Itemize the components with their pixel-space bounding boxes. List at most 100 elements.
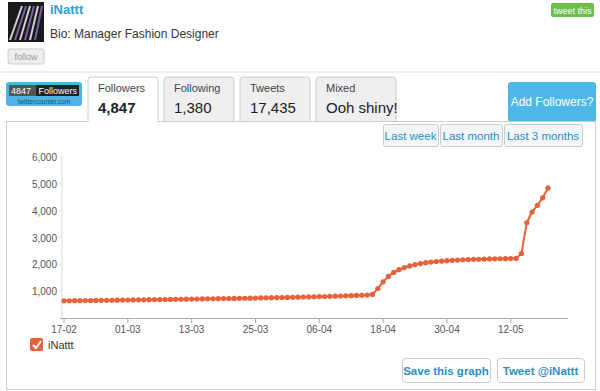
series-line	[64, 188, 548, 301]
series-point	[503, 256, 508, 261]
tab[interactable]	[240, 77, 310, 122]
range-button[interactable]	[384, 125, 439, 147]
series-point	[524, 220, 529, 225]
series-point	[279, 295, 284, 300]
avatar	[8, 2, 44, 42]
y-tick	[59, 183, 62, 184]
badge-label: Followers	[38, 86, 77, 96]
series-point	[99, 298, 104, 303]
y-tick	[59, 210, 62, 211]
series-point	[513, 256, 518, 261]
series-point	[460, 257, 465, 262]
series-point	[285, 295, 290, 300]
series-point	[338, 293, 343, 298]
series-point	[540, 195, 545, 200]
series-point	[391, 270, 396, 275]
series-point	[248, 296, 253, 301]
follow-button[interactable]	[8, 49, 44, 64]
legend-check	[33, 341, 41, 348]
x-tick	[64, 318, 65, 323]
series-point	[444, 258, 449, 263]
action-button[interactable]	[498, 359, 585, 383]
series-point	[349, 293, 354, 298]
tab[interactable]	[164, 77, 234, 122]
legend-swatch[interactable]	[30, 338, 43, 351]
tab-value: Ooh shiny!	[326, 99, 398, 116]
series-point	[508, 256, 513, 261]
x-tick	[127, 318, 128, 323]
y-tick	[59, 157, 62, 158]
series-point	[269, 295, 274, 300]
add-followers-button[interactable]	[508, 82, 596, 122]
series-point	[83, 298, 88, 303]
series-point	[386, 274, 391, 279]
tab-value: 1,380	[174, 99, 212, 116]
series-point	[322, 294, 327, 299]
action-button[interactable]	[403, 359, 491, 383]
separator	[0, 72, 600, 73]
chart-box	[7, 122, 596, 390]
series-point	[317, 294, 322, 299]
range-button[interactable]	[505, 125, 583, 147]
series-point	[529, 209, 534, 214]
series-point	[173, 297, 178, 302]
series-point	[221, 296, 226, 301]
follow-label: follow	[14, 52, 38, 62]
x-tick-label: 01-03	[115, 324, 141, 335]
series-point	[210, 296, 215, 301]
x-tick	[383, 318, 384, 323]
series-point	[402, 265, 407, 270]
series-point	[141, 297, 146, 302]
tab-join	[89, 121, 158, 123]
series-point	[125, 297, 130, 302]
series-point	[131, 297, 136, 302]
range-label: Last week	[385, 130, 437, 142]
series-point	[466, 257, 471, 262]
series-point	[226, 296, 231, 301]
series-point	[396, 267, 401, 272]
x-axis-line	[60, 318, 568, 319]
series-point	[168, 297, 173, 302]
series-point	[200, 296, 205, 301]
y-tick-label: 6,000	[32, 152, 57, 163]
y-tick-label: 5,000	[32, 179, 57, 190]
tweet-this-button[interactable]	[551, 3, 594, 17]
series-point	[157, 297, 162, 302]
x-tick	[319, 318, 320, 323]
series-point	[498, 256, 503, 261]
plot-marks	[61, 185, 550, 303]
y-tick-label: 4,000	[32, 206, 57, 217]
x-tick-label: 30-04	[434, 324, 460, 335]
series-point	[450, 258, 455, 263]
badge-count-bg	[9, 85, 36, 96]
badge[interactable]	[6, 82, 82, 106]
series-point	[205, 296, 210, 301]
tweet-this-label: tweet this	[553, 6, 592, 16]
badge-site: twittercounter.com	[18, 98, 71, 105]
series-point	[67, 298, 72, 303]
x-tick	[191, 318, 192, 323]
page: follow iNattt Bio: Manager Fashion Designe…	[0, 0, 600, 391]
series-point	[434, 259, 439, 264]
profile-bio: Bio: Manager Fashion Designer	[50, 27, 219, 41]
legend-label: iNattt	[48, 339, 74, 351]
series-point	[274, 295, 279, 300]
series-point	[343, 293, 348, 298]
range-button[interactable]	[441, 125, 503, 147]
y-tick	[59, 237, 62, 238]
series-point	[178, 297, 183, 302]
series-point	[535, 203, 540, 208]
x-tick-label: 06-04	[307, 324, 333, 335]
series-point	[311, 294, 316, 299]
tab-label: Followers	[98, 82, 146, 94]
series-point	[93, 298, 98, 303]
series-point	[115, 298, 120, 303]
series-point	[476, 257, 481, 262]
series-point	[61, 298, 66, 303]
series-point	[423, 260, 428, 265]
y-tick-label: 3,000	[32, 233, 57, 244]
tab[interactable]	[88, 77, 158, 122]
series-point	[381, 279, 386, 284]
series-point	[253, 295, 258, 300]
series-point	[264, 295, 269, 300]
